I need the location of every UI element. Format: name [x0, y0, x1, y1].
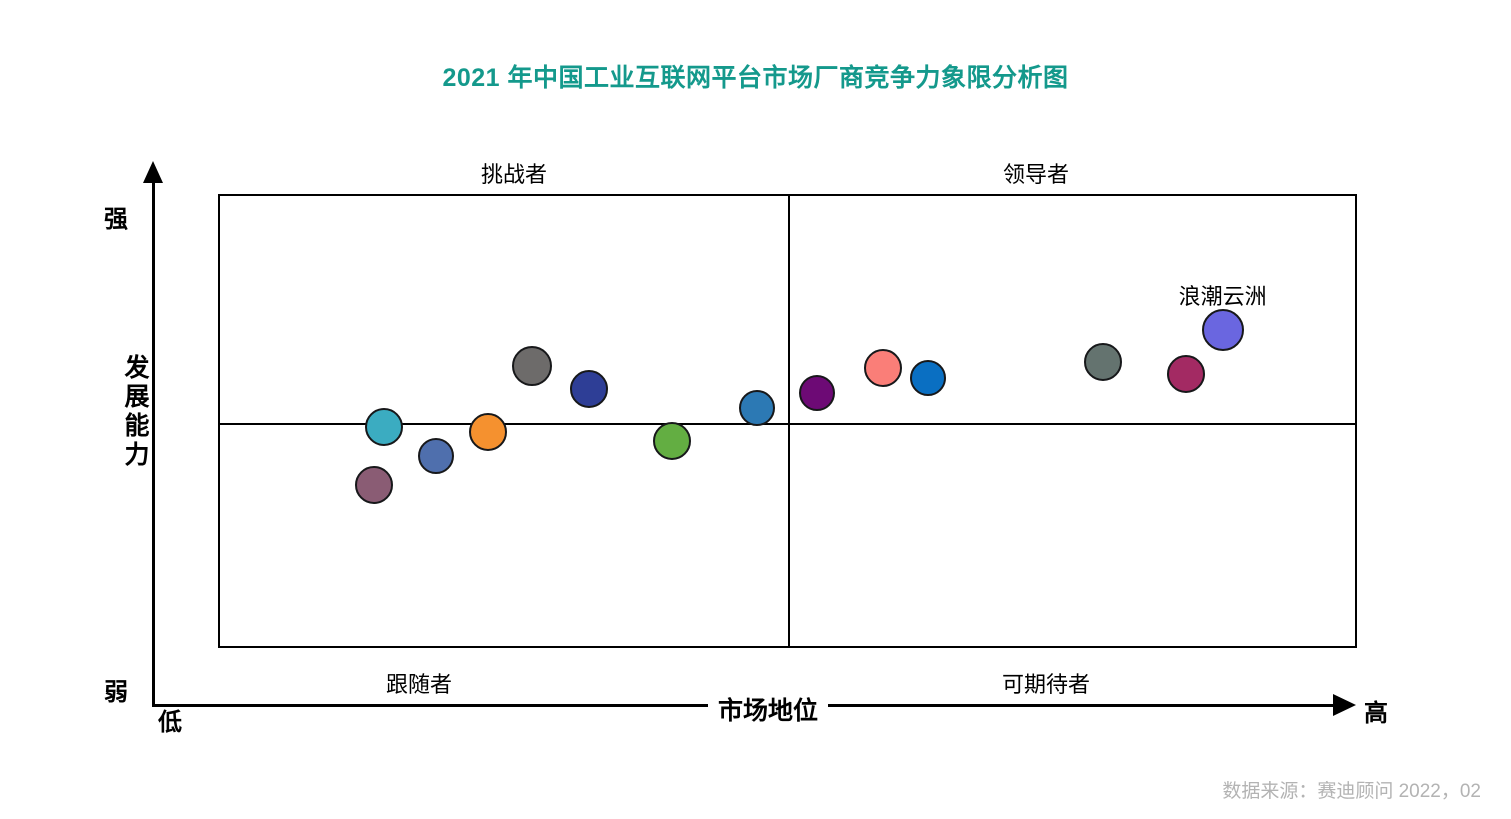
- y-axis-line: [152, 180, 155, 707]
- y-axis-bottom-cap: 弱: [104, 679, 128, 706]
- data-point-bubble[interactable]: [799, 375, 836, 412]
- quadrant-label-leader: 领导者: [1003, 162, 1070, 187]
- x-axis-arrow-icon: [1333, 694, 1356, 716]
- y-axis-top-cap: 强: [104, 206, 128, 233]
- quadrant-label-challenger: 挑战者: [481, 162, 548, 187]
- y-axis-title: 发展能力: [124, 354, 150, 469]
- plot-frame: [218, 194, 1357, 648]
- data-point-bubble[interactable]: [365, 408, 404, 447]
- data-point-bubble[interactable]: [653, 421, 692, 460]
- quadrant-label-follower: 跟随者: [386, 672, 453, 697]
- data-point-bubble[interactable]: [1167, 355, 1206, 394]
- source-note: 数据来源：赛迪顾问 2022，02: [1222, 781, 1481, 802]
- data-point-bubble[interactable]: [512, 345, 553, 386]
- x-axis-right-cap: 高: [1364, 700, 1388, 727]
- y-axis-arrow-icon: [143, 161, 163, 183]
- quadrant-divider-vertical: [788, 194, 790, 648]
- data-point-label: 浪潮云洲: [1178, 283, 1267, 309]
- quadrant-divider-horizontal: [218, 423, 1357, 425]
- data-point-bubble[interactable]: [1084, 342, 1122, 381]
- chart-title: 2021 年中国工业互联网平台市场厂商竞争力象限分析图: [442, 64, 1069, 92]
- data-point-bubble[interactable]: [570, 369, 609, 408]
- data-point-bubble[interactable]: [468, 413, 507, 452]
- data-point-bubble[interactable]: [1201, 308, 1244, 351]
- data-point-bubble[interactable]: [355, 466, 394, 504]
- x-axis-left-cap: 低: [158, 709, 182, 736]
- x-axis-title: 市场地位: [708, 691, 829, 727]
- data-point-bubble[interactable]: [909, 360, 946, 397]
- data-point-bubble[interactable]: [738, 390, 775, 427]
- data-point-bubble[interactable]: [864, 349, 903, 388]
- quadrant-label-promising: 可期待者: [1002, 672, 1091, 697]
- data-point-bubble[interactable]: [417, 437, 454, 474]
